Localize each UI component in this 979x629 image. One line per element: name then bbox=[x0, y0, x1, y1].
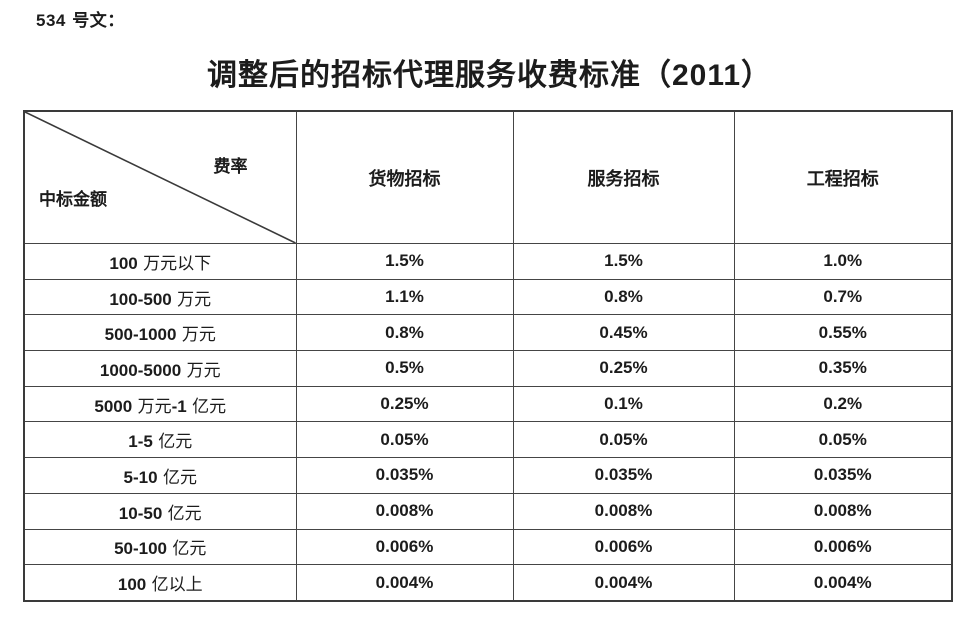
service-rate-cell: 0.1% bbox=[512, 385, 735, 423]
amount-cell: 100 亿以上 bbox=[23, 564, 297, 602]
fee-rate-table: 费率 中标金额 货物招标 服务招标 工程招标 100 万元以下 1.5% 1.5% 1… bbox=[23, 110, 953, 602]
table-row: 50-100 亿元 0.006% 0.006% 0.006% bbox=[23, 528, 953, 566]
amount-cell: 100 万元以下 bbox=[23, 243, 297, 280]
column-header-service: 服务招标 bbox=[512, 110, 735, 244]
amount-cell: 1-5 亿元 bbox=[23, 421, 297, 459]
engineering-rate-cell: 0.004% bbox=[733, 564, 953, 602]
goods-rate-cell: 0.006% bbox=[295, 528, 514, 566]
fee-table-header: 费率 中标金额 货物招标 服务招标 工程招标 bbox=[23, 110, 953, 244]
header-row: 费率 中标金额 货物招标 服务招标 工程招标 bbox=[23, 110, 953, 244]
corner-header-cell: 费率 中标金额 bbox=[23, 110, 297, 244]
engineering-rate-cell: 0.035% bbox=[733, 457, 953, 494]
column-header-goods: 货物招标 bbox=[295, 110, 514, 244]
service-rate-cell: 0.008% bbox=[512, 492, 735, 530]
engineering-rate-cell: 0.7% bbox=[733, 278, 953, 316]
service-rate-cell: 0.035% bbox=[512, 457, 735, 494]
amount-cell: 5-10 亿元 bbox=[23, 457, 297, 494]
table-row: 5-10 亿元 0.035% 0.035% 0.035% bbox=[23, 457, 953, 494]
corner-rate-label: 费率 bbox=[213, 157, 248, 177]
goods-rate-cell: 0.035% bbox=[295, 457, 514, 494]
column-header-engineering: 工程招标 bbox=[733, 110, 953, 244]
table-row: 10-50 亿元 0.008% 0.008% 0.008% bbox=[23, 492, 953, 530]
amount-cell: 500-1000 万元 bbox=[23, 314, 297, 352]
goods-rate-cell: 1.5% bbox=[295, 243, 514, 280]
amount-cell: 10-50 亿元 bbox=[23, 492, 297, 530]
table-row: 100 万元以下 1.5% 1.5% 1.0% bbox=[23, 243, 953, 280]
goods-rate-cell: 0.004% bbox=[295, 564, 514, 602]
table-row: 1-5 亿元 0.05% 0.05% 0.05% bbox=[23, 421, 953, 459]
diagonal-divider-line bbox=[25, 112, 296, 243]
service-rate-cell: 0.45% bbox=[512, 314, 735, 352]
engineering-rate-cell: 0.35% bbox=[733, 350, 953, 387]
corner-amount-label: 中标金额 bbox=[39, 190, 107, 210]
table-row: 100 亿以上 0.004% 0.004% 0.004% bbox=[23, 564, 953, 602]
amount-cell: 100-500 万元 bbox=[23, 278, 297, 316]
service-rate-cell: 0.004% bbox=[512, 564, 735, 602]
table-row: 5000 万元-1 亿元 0.25% 0.1% 0.2% bbox=[23, 385, 953, 423]
amount-cell: 5000 万元-1 亿元 bbox=[23, 385, 297, 423]
service-rate-cell: 0.8% bbox=[512, 278, 735, 316]
service-rate-cell: 0.006% bbox=[512, 528, 735, 566]
engineering-rate-cell: 1.0% bbox=[733, 243, 953, 280]
doc-number-label: 534 号文： bbox=[36, 11, 125, 31]
amount-cell: 1000-5000 万元 bbox=[23, 350, 297, 387]
goods-rate-cell: 0.8% bbox=[295, 314, 514, 352]
amount-cell: 50-100 亿元 bbox=[23, 528, 297, 566]
service-rate-cell: 0.05% bbox=[512, 421, 735, 459]
table-row: 1000-5000 万元 0.5% 0.25% 0.35% bbox=[23, 350, 953, 387]
goods-rate-cell: 0.5% bbox=[295, 350, 514, 387]
engineering-rate-cell: 0.2% bbox=[733, 385, 953, 423]
fee-table-body: 100 万元以下 1.5% 1.5% 1.0% 100-500 万元 1.1% 0.8% 0.… bbox=[23, 243, 953, 602]
table-row: 100-500 万元 1.1% 0.8% 0.7% bbox=[23, 278, 953, 316]
page-title: 调整后的招标代理服务收费标准（2011） bbox=[206, 58, 773, 93]
goods-rate-cell: 0.008% bbox=[295, 492, 514, 530]
goods-rate-cell: 1.1% bbox=[295, 278, 514, 316]
service-rate-cell: 1.5% bbox=[512, 243, 735, 280]
table-row: 500-1000 万元 0.8% 0.45% 0.55% bbox=[23, 314, 953, 352]
goods-rate-cell: 0.05% bbox=[295, 421, 514, 459]
service-rate-cell: 0.25% bbox=[512, 350, 735, 387]
engineering-rate-cell: 0.55% bbox=[733, 314, 953, 352]
goods-rate-cell: 0.25% bbox=[295, 385, 514, 423]
engineering-rate-cell: 0.006% bbox=[733, 528, 953, 566]
engineering-rate-cell: 0.008% bbox=[733, 492, 953, 530]
engineering-rate-cell: 0.05% bbox=[733, 421, 953, 459]
